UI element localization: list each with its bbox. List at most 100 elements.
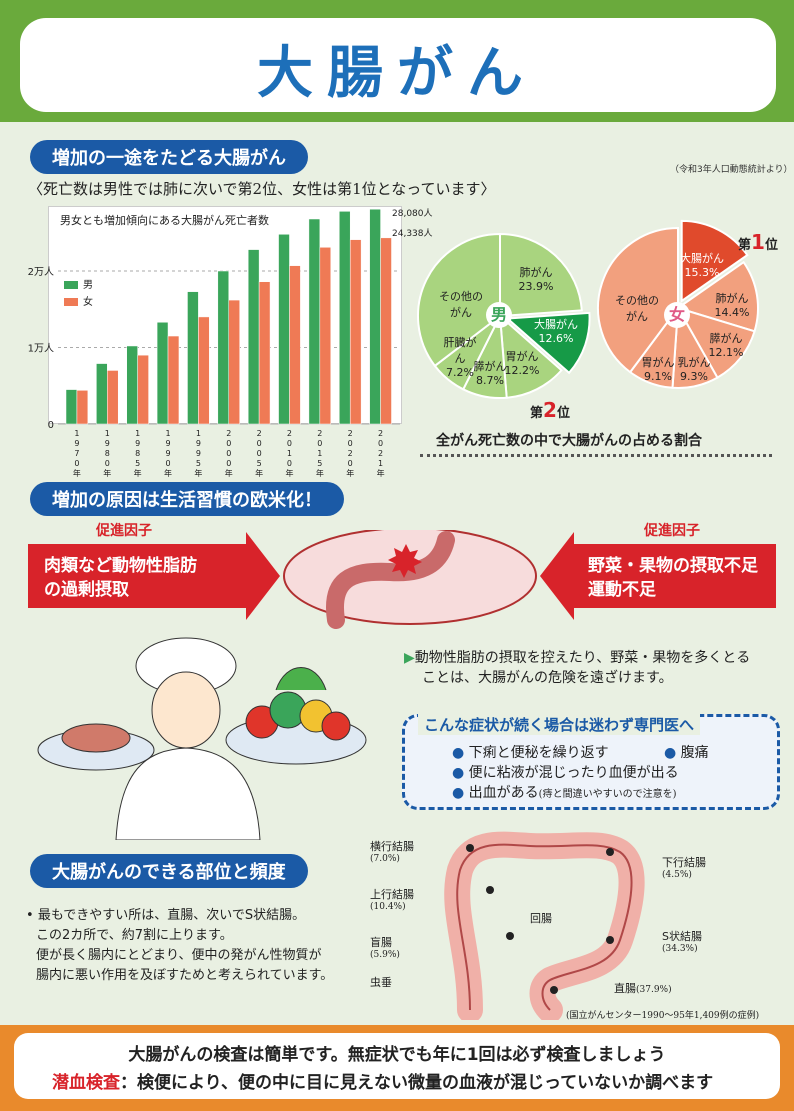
x-tick-label: 9 <box>196 439 201 448</box>
x-tick-label: 0 <box>226 449 231 458</box>
x-tick-label: 0 <box>226 459 231 468</box>
footer-line1: 大腸がんの検査は簡単です。無症状でも年に1回は必ず検査しましょう <box>128 1045 666 1065</box>
y-tick-label: 1万人 <box>28 343 54 355</box>
bar-female <box>289 265 301 425</box>
pie-slice <box>499 232 583 318</box>
left-factor-label: 促進因子 <box>96 523 152 539</box>
colon-diagram <box>444 831 645 1020</box>
bar-female <box>198 316 210 425</box>
x-tick-label: 1 <box>378 459 383 468</box>
pie-charts <box>417 219 759 399</box>
x-tick-label: 2 <box>317 429 322 438</box>
x-tick-label: 0 <box>348 439 353 448</box>
advice-triangle-icon: ▶ <box>404 650 415 666</box>
x-tick-label: 年 <box>377 468 385 478</box>
pie-slice <box>680 219 749 303</box>
x-tick-label: 0 <box>74 459 79 468</box>
section2-title: 増加の原因は生活習慣の欧米化！ <box>30 482 344 516</box>
x-tick-label: 0 <box>317 439 322 448</box>
x-tick-label: 1 <box>196 429 201 438</box>
bar-chart-title: 男女とも増加傾向にある大腸がん死亡者数 <box>60 214 269 227</box>
rectum-label: 直腸(37.9%) <box>614 982 672 995</box>
x-tick-label: 9 <box>196 449 201 458</box>
y-tick-label: 2万人 <box>28 266 54 278</box>
x-tick-label: 2 <box>226 429 231 438</box>
right-factor-label: 促進因子 <box>644 523 700 539</box>
advice-text: ▶動物性脂肪の摂取を控えたり、野菜・果物を多くとる ことは、大腸がんの危険を遠ざ… <box>404 650 751 686</box>
female-colon-label: 大腸がん 15.3% <box>680 252 724 279</box>
pie-slice <box>498 313 563 399</box>
legend-male-swatch <box>64 281 78 289</box>
x-tick-label: 9 <box>165 449 170 458</box>
pie-caption-underline <box>420 454 772 457</box>
male-stomach-label: 胃がん 12.2% <box>504 350 540 377</box>
bar-female <box>258 281 271 425</box>
female-breast-label: 乳がん 9.3% <box>677 356 711 383</box>
legend-male-label: 男 <box>83 280 93 291</box>
bar-female <box>107 370 119 425</box>
x-tick-label: 1 <box>135 429 140 438</box>
x-tick-label: 年 <box>255 468 263 478</box>
x-tick-label: 0 <box>226 439 231 448</box>
x-tick-label: 0 <box>165 459 170 468</box>
pie-caption: 全がん死亡数の中で大腸がんの占める割合 <box>436 433 702 449</box>
x-tick-label: 年 <box>316 468 324 478</box>
annotation-female-2021: 24,338人 <box>392 229 433 239</box>
x-tick-label: 2 <box>287 429 292 438</box>
tumor-icon <box>388 544 422 578</box>
symptom-1: ● 下痢と便秘を繰り返す <box>452 745 609 761</box>
symptom-4: ● 出血がある(痔と間違いやすいので注意を) <box>452 785 677 801</box>
x-tick-label: 1 <box>105 429 110 438</box>
x-tick-label: 0 <box>105 459 110 468</box>
x-tick-label: 年 <box>194 468 202 478</box>
symptom-3: ● 便に粘液が混じったり血便が出る <box>452 765 679 781</box>
bar-female <box>349 239 362 425</box>
x-tick-label: 1 <box>74 429 79 438</box>
x-tick-label: 9 <box>135 439 140 448</box>
x-tick-label: 2 <box>348 449 353 458</box>
x-tick-label: 9 <box>74 439 79 448</box>
bar-female <box>228 299 240 425</box>
x-tick-label: 0 <box>287 459 292 468</box>
factor-arrows <box>28 530 776 629</box>
female-pancreas-label: 膵がん 12.1% <box>708 332 744 359</box>
x-tick-label: 2 <box>378 449 383 458</box>
x-tick-label: 2 <box>378 429 383 438</box>
x-tick-label: 1 <box>287 449 292 458</box>
footer-box <box>14 1033 780 1099</box>
female-lung-label: 肺がん 14.4% <box>714 292 750 319</box>
legend-female-swatch <box>64 298 78 306</box>
x-tick-label: 0 <box>348 459 353 468</box>
male-rank: 第2位 <box>530 398 570 422</box>
x-tick-label: 2 <box>257 429 262 438</box>
site-source: (国立がんセンター1990～95年1,409例の症例) <box>566 1011 760 1021</box>
appendix-label: 虫垂 <box>370 976 392 989</box>
x-tick-label: 5 <box>317 459 322 468</box>
bar-female <box>137 354 149 425</box>
sigmoid-colon-label: S状結腸 (34.3%) <box>662 930 702 954</box>
female-other-label: その他の がん <box>615 294 659 323</box>
male-other-label: その他の がん <box>439 290 483 319</box>
x-tick-label: 年 <box>225 468 233 478</box>
x-tick-label: 5 <box>135 459 140 468</box>
x-tick-label: 年 <box>134 468 142 478</box>
x-tick-label: 8 <box>135 449 140 458</box>
x-tick-label: 9 <box>165 439 170 448</box>
legend-male: 男 <box>64 276 93 291</box>
bar-female <box>76 390 89 425</box>
male-lung-label: 肺がん 23.9% <box>518 266 554 293</box>
section3-title: 大腸がんのできる部位と頻度 <box>30 854 308 888</box>
page-title: 大腸がん <box>257 41 537 106</box>
right-arrow <box>540 532 776 620</box>
x-tick-label: 8 <box>105 449 110 458</box>
x-tick-label: 年 <box>346 468 354 478</box>
bar-female <box>380 237 392 425</box>
x-tick-label: 9 <box>105 439 110 448</box>
x-tick-label: 年 <box>285 468 293 478</box>
header-box <box>20 18 776 112</box>
cecum-label: 盲腸 (5.9%) <box>370 936 400 960</box>
section1-title: 増加の一途をたどる大腸がん <box>30 140 308 174</box>
legend-female: 女 <box>64 293 93 308</box>
x-tick-label: 5 <box>196 459 201 468</box>
chef-illustration <box>37 637 367 840</box>
